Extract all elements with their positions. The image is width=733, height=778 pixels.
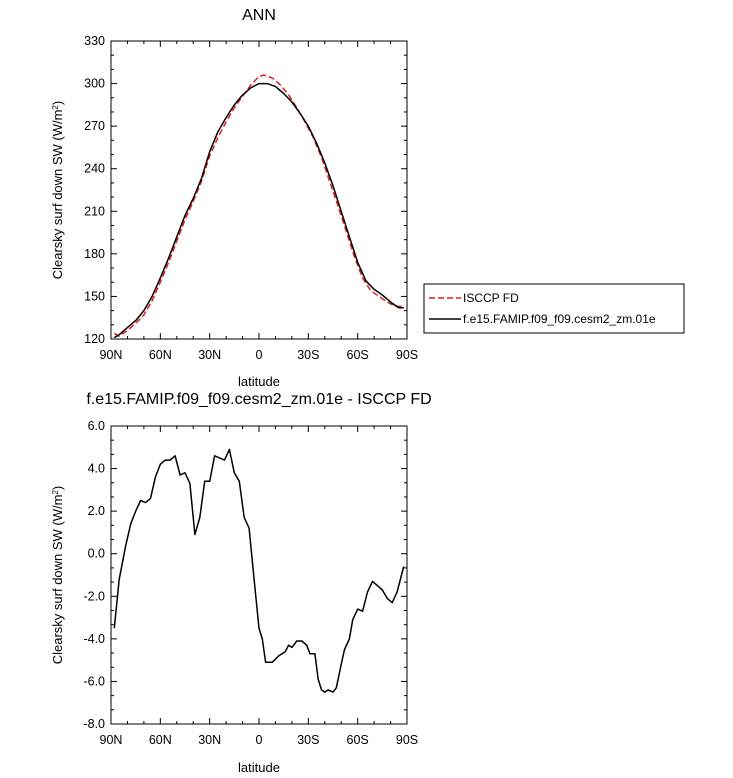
top-y-tick-label: 270 [84, 119, 105, 133]
top-series-line-0 [113, 74, 404, 337]
top-x-axis-label: latitude [238, 374, 280, 389]
bottom-x-tick-label: 30N [198, 733, 221, 747]
bottom-x-tick-label: 90N [100, 733, 123, 747]
top-y-axis: 120 150 180 210 240 270 300 330 [84, 34, 407, 346]
bottom-x-tick-label: 90S [396, 733, 418, 747]
top-plot-frame [110, 40, 408, 340]
top-y-tick-label: 180 [84, 247, 105, 261]
bottom-y-tick-label: 4.0 [88, 462, 105, 476]
top-y-tick-label: 330 [84, 34, 105, 48]
top-panel: ANN 120 150 180 210 240 270 300 330 90N 60N 30N 0 3… [50, 7, 418, 389]
bottom-y-tick-label: -2.0 [83, 589, 105, 603]
top-y-axis-label-close: ) [50, 101, 65, 105]
top-chart-title: ANN [242, 7, 276, 24]
top-y-tick-label: 300 [84, 77, 105, 91]
top-y-tick-label: 150 [84, 289, 105, 303]
bottom-series-group [113, 448, 405, 693]
bottom-y-tick-label: 6.0 [88, 419, 105, 433]
bottom-y-axis-label-close: ) [50, 486, 65, 490]
top-x-tick-label: 90S [396, 348, 418, 362]
legend-label-isccp: ISCCP FD [463, 291, 519, 305]
bottom-y-axis-label-main: Clearsky surf down SW (W/m [50, 495, 65, 665]
legend: ISCCP FD f.e15.FAMIP.f09_f09.cesm2_zm.01… [423, 283, 685, 334]
top-y-axis-label-main: Clearsky surf down SW (W/m [50, 110, 65, 280]
bottom-plot-frame [110, 425, 408, 725]
top-y-axis-label: Clearsky surf down SW (W/m2) [50, 101, 65, 280]
top-series-line-1 [113, 82, 404, 339]
top-x-axis: 90N 60N 30N 0 30S 60S 90S [100, 41, 418, 362]
bottom-x-tick-label: 60N [149, 733, 172, 747]
bottom-series-line-0 [113, 448, 405, 693]
bottom-y-tick-label: -6.0 [83, 674, 105, 688]
bottom-y-tick-label: 0.0 [88, 547, 105, 561]
top-y-tick-label: 240 [84, 162, 105, 176]
legend-label-cesm2: f.e15.FAMIP.f09_f09.cesm2_zm.01e [463, 312, 656, 326]
bottom-chart-title: f.e15.FAMIP.f09_f09.cesm2_zm.01e - ISCCP… [86, 391, 431, 408]
top-x-tick-label: 90N [100, 348, 123, 362]
top-x-tick-label: 60N [149, 348, 172, 362]
bottom-x-axis-label: latitude [238, 760, 280, 775]
bottom-x-axis: 90N 60N 30N 0 30S 60S 90S [100, 426, 418, 747]
legend-box [423, 283, 685, 334]
top-y-tick-label: 210 [84, 204, 105, 218]
bottom-x-tick-label: 0 [256, 733, 263, 747]
top-x-tick-label: 60S [347, 348, 369, 362]
top-x-tick-label: 30S [297, 348, 319, 362]
bottom-x-tick-label: 60S [347, 733, 369, 747]
bottom-y-tick-label: -8.0 [83, 717, 105, 731]
top-y-axis-label-sup: 2 [51, 105, 60, 110]
bottom-y-axis: -8.0 -6.0 -4.0 -2.0 0.0 2.0 4.0 6.0 [83, 419, 407, 731]
top-x-tick-label: 0 [256, 348, 263, 362]
bottom-panel: f.e15.FAMIP.f09_f09.cesm2_zm.01e - ISCCP… [50, 391, 432, 775]
bottom-y-axis-label: Clearsky surf down SW (W/m2) [50, 486, 65, 665]
bottom-y-tick-label: -4.0 [83, 632, 105, 646]
bottom-y-tick-label: 2.0 [88, 504, 105, 518]
top-y-tick-label: 120 [84, 332, 105, 346]
top-series-group [113, 74, 404, 339]
top-x-tick-label: 30N [198, 348, 221, 362]
bottom-x-tick-label: 30S [297, 733, 319, 747]
bottom-y-axis-label-sup: 2 [51, 490, 60, 495]
